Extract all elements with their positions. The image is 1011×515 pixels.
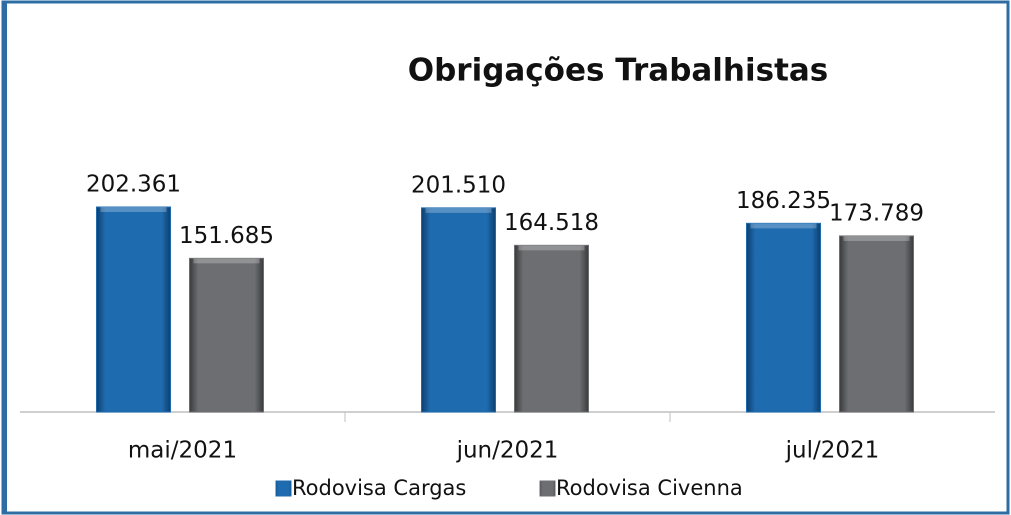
bar-bevel: [843, 235, 910, 241]
legend-swatch: [539, 480, 556, 497]
bar: [421, 207, 496, 413]
data-label: 201.510: [411, 172, 506, 198]
bar-bevel: [425, 207, 492, 213]
data-label: 173.789: [829, 200, 924, 226]
bar: [189, 257, 264, 413]
legend-label: Rodovisa Civenna: [556, 476, 743, 500]
bar-bevel: [750, 223, 817, 229]
bar: [96, 206, 171, 413]
legend-label: Rodovisa Cargas: [292, 476, 466, 500]
bar-bevel: [100, 207, 167, 212]
bar: [746, 222, 821, 413]
bar-bevel: [193, 258, 260, 264]
bar-bevel: [518, 245, 585, 251]
data-label: 202.361: [86, 172, 181, 198]
x-tick-label: mai/2021: [128, 438, 237, 464]
x-tick-label: jun/2021: [456, 438, 559, 464]
data-label: 151.685: [179, 223, 274, 249]
data-label: 186.235: [736, 188, 831, 214]
chart-title: Obrigações Trabalhistas: [408, 53, 829, 89]
frame-edge: [2, 2, 7, 513]
bar: [514, 244, 589, 413]
data-label: 164.518: [504, 210, 599, 236]
x-tick-label: jul/2021: [785, 438, 880, 464]
legend-swatch: [275, 480, 292, 497]
bar: [839, 235, 914, 413]
